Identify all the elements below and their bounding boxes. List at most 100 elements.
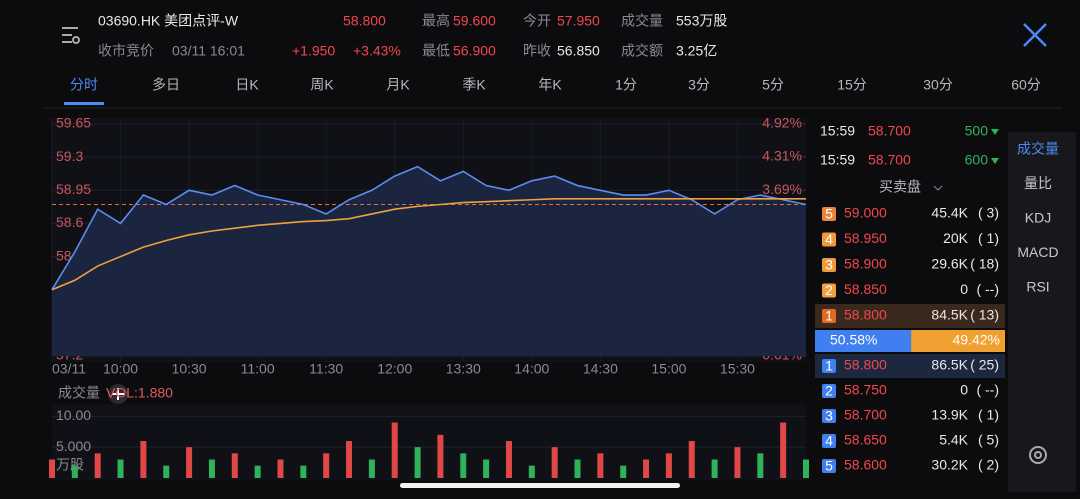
row-highlight xyxy=(815,304,1005,328)
order-volume: 20K xyxy=(943,230,969,246)
volume-bar xyxy=(140,441,147,478)
x-tick-label: 03/11 xyxy=(52,361,86,377)
sell-ratio-label: 49.42% xyxy=(953,332,1000,348)
volume-bar xyxy=(254,465,261,478)
order-book-title[interactable]: 买卖盘 xyxy=(879,179,921,195)
order-volume: 45.4K xyxy=(931,205,968,221)
level-number: 1 xyxy=(825,358,833,374)
level-badge xyxy=(822,232,836,247)
level-number: 4 xyxy=(825,231,833,247)
stat-value: 57.950 xyxy=(557,13,600,29)
home-indicator xyxy=(400,483,680,488)
order-count: ( 3) xyxy=(978,205,999,221)
volume-bar xyxy=(643,459,650,478)
volume-unit: 万股 xyxy=(56,457,84,473)
volume-bar xyxy=(71,465,78,478)
x-tick-label: 12:00 xyxy=(377,361,412,377)
level-number: 1 xyxy=(825,308,833,324)
side-menu-item[interactable]: 成交量 xyxy=(1017,141,1059,157)
close-button[interactable] xyxy=(1023,23,1047,47)
order-price: 58.900 xyxy=(844,256,887,272)
volume-bar xyxy=(688,441,695,478)
trade-volume: 600 xyxy=(965,152,989,168)
level-badge xyxy=(822,283,836,298)
side-menu-item[interactable]: 量比 xyxy=(1024,175,1052,191)
settings-icon[interactable] xyxy=(1029,446,1047,464)
order-price: 58.600 xyxy=(844,457,887,473)
tab[interactable]: 3分 xyxy=(688,77,710,93)
tab[interactable]: 15分 xyxy=(837,77,867,93)
volume-bar xyxy=(665,453,672,478)
trade-arrow xyxy=(991,129,999,135)
x-tick-label: 14:00 xyxy=(514,361,549,377)
market-status: 收市竞价 xyxy=(98,43,154,59)
volume-bar xyxy=(483,459,490,478)
tab[interactable]: 多日 xyxy=(152,77,180,93)
tab[interactable]: 30分 xyxy=(923,77,953,93)
y-tick-label: 59.65 xyxy=(56,115,91,131)
order-count: ( 1) xyxy=(978,407,999,423)
order-price: 59.000 xyxy=(844,205,887,221)
order-price: 58.700 xyxy=(844,407,887,423)
level-number: 3 xyxy=(825,408,833,424)
level-number: 4 xyxy=(825,433,833,449)
y-tick-label: 58.6 xyxy=(56,214,83,230)
x-tick-label: 15:30 xyxy=(720,361,755,377)
volume-bar xyxy=(163,465,170,478)
side-menu-item[interactable]: KDJ xyxy=(1025,210,1051,226)
side-menu xyxy=(1008,132,1076,492)
order-count: ( 13) xyxy=(970,307,999,323)
order-count: ( --) xyxy=(976,382,999,398)
order-volume: 84.5K xyxy=(931,307,968,323)
stat-label: 成交量 xyxy=(621,13,663,29)
add-indicator[interactable] xyxy=(108,384,128,404)
tab[interactable]: 季K xyxy=(462,77,486,93)
stat-label: 最高 xyxy=(422,13,450,29)
volume-title: 成交量 xyxy=(58,385,100,401)
stat-label: 成交额 xyxy=(621,43,663,59)
volume-bar xyxy=(574,459,581,478)
x-tick-label: 14:30 xyxy=(583,361,618,377)
price-change: +1.950 xyxy=(292,43,335,59)
order-volume: 0 xyxy=(960,281,968,297)
volume-bar xyxy=(620,465,627,478)
order-volume: 29.6K xyxy=(931,256,968,272)
y-tick-label: 59.3 xyxy=(56,148,83,164)
level-badge xyxy=(822,409,836,423)
volume-bar xyxy=(780,422,787,478)
tab[interactable]: 月K xyxy=(386,77,410,93)
volume-bar xyxy=(300,465,307,478)
y-tick-label: 10.00 xyxy=(56,407,91,423)
tab-underline xyxy=(64,102,104,105)
order-price: 58.800 xyxy=(844,307,887,323)
tab[interactable]: 60分 xyxy=(1011,77,1041,93)
stat-value: 59.600 xyxy=(453,13,496,29)
price-change-pct: +3.43% xyxy=(353,43,401,59)
buy-ratio-bar xyxy=(815,330,912,352)
tab[interactable]: 周K xyxy=(310,77,334,93)
order-count: ( 1) xyxy=(978,230,999,246)
stock-name: 03690.HK 美团点评-W xyxy=(98,13,239,29)
level-badge xyxy=(822,258,836,272)
tab[interactable]: 年K xyxy=(538,77,562,93)
side-menu-item[interactable]: MACD xyxy=(1017,244,1058,260)
order-count: ( 18) xyxy=(970,256,999,272)
volume-bar xyxy=(551,447,558,478)
tab[interactable]: 1分 xyxy=(615,77,637,93)
menu-icon[interactable] xyxy=(62,27,80,44)
volume-bar xyxy=(528,465,535,478)
y-tick-label: 58.95 xyxy=(56,181,91,197)
side-menu-item[interactable]: RSI xyxy=(1026,279,1049,295)
volume-indicator: VOL:1.880 xyxy=(106,385,173,401)
x-tick-label: 13:30 xyxy=(446,361,481,377)
level-badge xyxy=(822,207,836,221)
tab[interactable]: 日K xyxy=(235,77,259,93)
tab[interactable]: 5分 xyxy=(762,77,784,93)
tab[interactable]: 分时 xyxy=(70,77,98,93)
order-book-caret[interactable] xyxy=(933,185,943,191)
stat-label: 最低 xyxy=(422,43,450,59)
order-price: 58.750 xyxy=(844,382,887,398)
x-tick-label: 11:30 xyxy=(309,361,343,377)
order-count: ( 25) xyxy=(970,357,999,373)
